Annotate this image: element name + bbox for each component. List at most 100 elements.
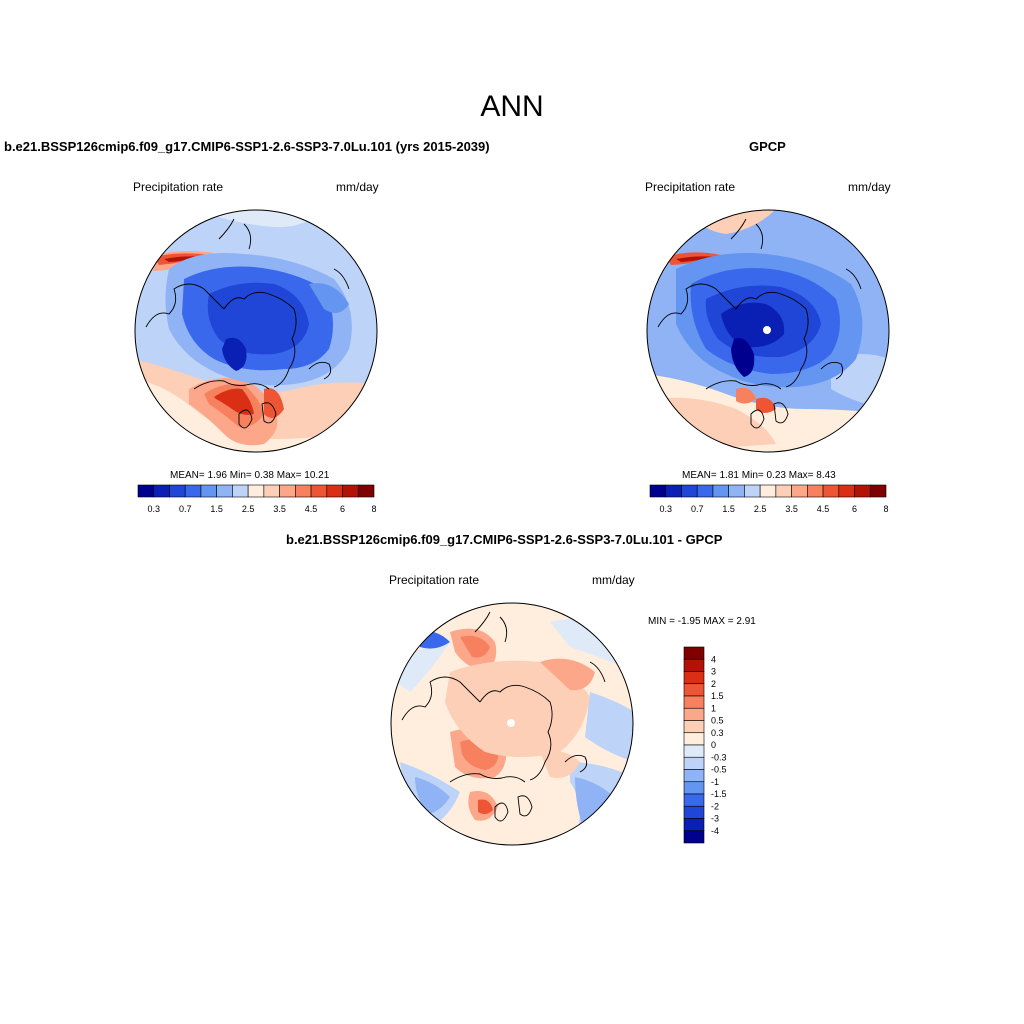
diff-colorbar-label: -0.5 [711, 765, 727, 775]
model-colorbar-label: 8 [371, 504, 376, 514]
model-max-value: 10.21 [304, 470, 330, 481]
obs-variable-label: Precipitation rate [645, 180, 736, 194]
diff-colorbar-label: 1.5 [711, 691, 724, 701]
model-variable-label: Precipitation rate [133, 180, 224, 194]
model-colorbar-box [169, 484, 186, 498]
model-mean-label: MEAN= [170, 470, 205, 481]
model-min-label: Min= [229, 470, 252, 481]
diff-colorbar-label: -4 [711, 826, 719, 836]
obs-colorbar-box [791, 484, 808, 498]
model-colorbar-label: 6 [340, 504, 345, 514]
diff-colorbar-box [683, 769, 705, 783]
model-colorbar-box [357, 484, 375, 498]
obs-colorbar-box [696, 484, 714, 498]
diff-max-value: 2.91 [736, 616, 756, 627]
model-colorbar-box [153, 484, 170, 498]
obs-max-label: Max= [788, 470, 814, 481]
diff-colorbar-label: 0.3 [711, 728, 724, 738]
diff-colorbar-box [683, 744, 705, 758]
diff-colorbar-box [683, 658, 705, 672]
obs-min-value: 0.23 [766, 470, 786, 481]
obs-colorbar-label: 4.5 [817, 504, 830, 514]
obs-colorbar-box [728, 484, 745, 498]
diff-colorbar-box [683, 720, 705, 734]
model-colorbar-box [247, 484, 265, 498]
obs-colorbar-box [869, 484, 887, 498]
obs-units-label: mm/day [848, 180, 891, 194]
obs-colorbar-box [665, 484, 682, 498]
diff-units-label: mm/day [592, 573, 635, 587]
obs-colorbar-box [649, 484, 667, 498]
obs-mean-value: 1.81 [719, 470, 739, 481]
model-colorbar-label: 0.7 [179, 504, 192, 514]
diff-colorbar-box [683, 707, 705, 721]
model-colorbar-box [279, 484, 296, 498]
diff-max-label: MAX = [703, 616, 734, 627]
diff-colorbar-label: -3 [711, 814, 719, 824]
obs-colorbar-box [807, 484, 824, 498]
diff-colorbar-box [683, 646, 705, 660]
model-polar-map [134, 209, 378, 453]
obs-colorbar-label: 1.5 [722, 504, 735, 514]
obs-mean-label: MEAN= [682, 470, 717, 481]
model-colorbar-box [232, 484, 249, 498]
diff-min-label: MIN = [648, 616, 675, 627]
obs-colorbar-label: 0.7 [691, 504, 704, 514]
diff-polar-map [390, 602, 634, 846]
diff-colorbar-box [683, 671, 705, 685]
diff-variable-label: Precipitation rate [389, 573, 480, 587]
obs-colorbar-label: 0.3 [659, 504, 672, 514]
model-colorbar-label: 2.5 [242, 504, 255, 514]
obs-panel-title: GPCP [749, 139, 786, 154]
model-stats: MEAN= 1.96 Min= 0.38 Max= 10.21 [170, 470, 329, 481]
model-colorbar-box [295, 484, 312, 498]
obs-colorbar-label: 8 [883, 504, 888, 514]
diff-colorbar-box [683, 695, 705, 709]
diff-colorbar-box [683, 781, 705, 795]
diff-colorbar-label: 3 [711, 667, 716, 677]
diff-colorbar-label: -1.5 [711, 789, 727, 799]
diff-colorbar-box [683, 732, 705, 746]
obs-colorbar-label: 3.5 [785, 504, 798, 514]
model-colorbar-box [200, 484, 217, 498]
obs-polar-map [646, 209, 890, 453]
model-panel-title: b.e21.BSSP126cmip6.f09_g17.CMIP6-SSP1-2.… [4, 139, 490, 154]
model-colorbar-box [326, 484, 343, 498]
obs-max-value: 8.43 [816, 470, 836, 481]
obs-colorbar-box [775, 484, 792, 498]
diff-colorbar-box [683, 830, 705, 844]
obs-colorbar-label: 6 [852, 504, 857, 514]
model-colorbar-box [310, 484, 328, 498]
obs-min-label: Min= [741, 470, 764, 481]
model-colorbar-label: 4.5 [305, 504, 318, 514]
diff-colorbar-label: -2 [711, 801, 719, 811]
diff-colorbar-box [683, 805, 705, 819]
obs-stats: MEAN= 1.81 Min= 0.23 Max= 8.43 [682, 470, 836, 481]
diff-colorbar-box [683, 793, 705, 807]
obs-colorbar-box [712, 484, 729, 498]
diff-colorbar-label: 1 [711, 703, 716, 713]
model-colorbar-box [184, 484, 202, 498]
model-min-value: 0.38 [254, 470, 274, 481]
model-colorbar: 0.3 0.7 1.5 2.5 3.5 4.5 6 8 [137, 484, 377, 514]
diff-colorbar-label: 0.5 [711, 716, 724, 726]
obs-colorbar-box [744, 484, 761, 498]
diff-colorbar-box [683, 818, 705, 832]
model-mean-value: 1.96 [207, 470, 227, 481]
diff-min-value: -1.95 [677, 616, 701, 627]
obs-colorbar: 0.3 0.7 1.5 2.5 3.5 4.5 6 8 [649, 484, 889, 514]
model-colorbar-label: 1.5 [210, 504, 223, 514]
figure-title: ANN [480, 90, 544, 123]
obs-colorbar-label: 2.5 [754, 504, 767, 514]
obs-colorbar-box [822, 484, 840, 498]
diff-panel-title: b.e21.BSSP126cmip6.f09_g17.CMIP6-SSP1-2.… [286, 532, 723, 547]
obs-colorbar-box [838, 484, 855, 498]
model-colorbar-box [216, 484, 233, 498]
diff-colorbar-label: 2 [711, 679, 716, 689]
model-colorbar-box [137, 484, 155, 498]
model-max-label: Max= [276, 470, 302, 481]
diff-colorbar: 4 3 2 1.5 1 0.5 0.3 0 -0.3 -0.5 -1 -1.5 -2 -3 -4 [683, 646, 727, 844]
obs-colorbar-box [854, 484, 871, 498]
obs-colorbar-box [759, 484, 777, 498]
obs-colorbar-box [681, 484, 698, 498]
